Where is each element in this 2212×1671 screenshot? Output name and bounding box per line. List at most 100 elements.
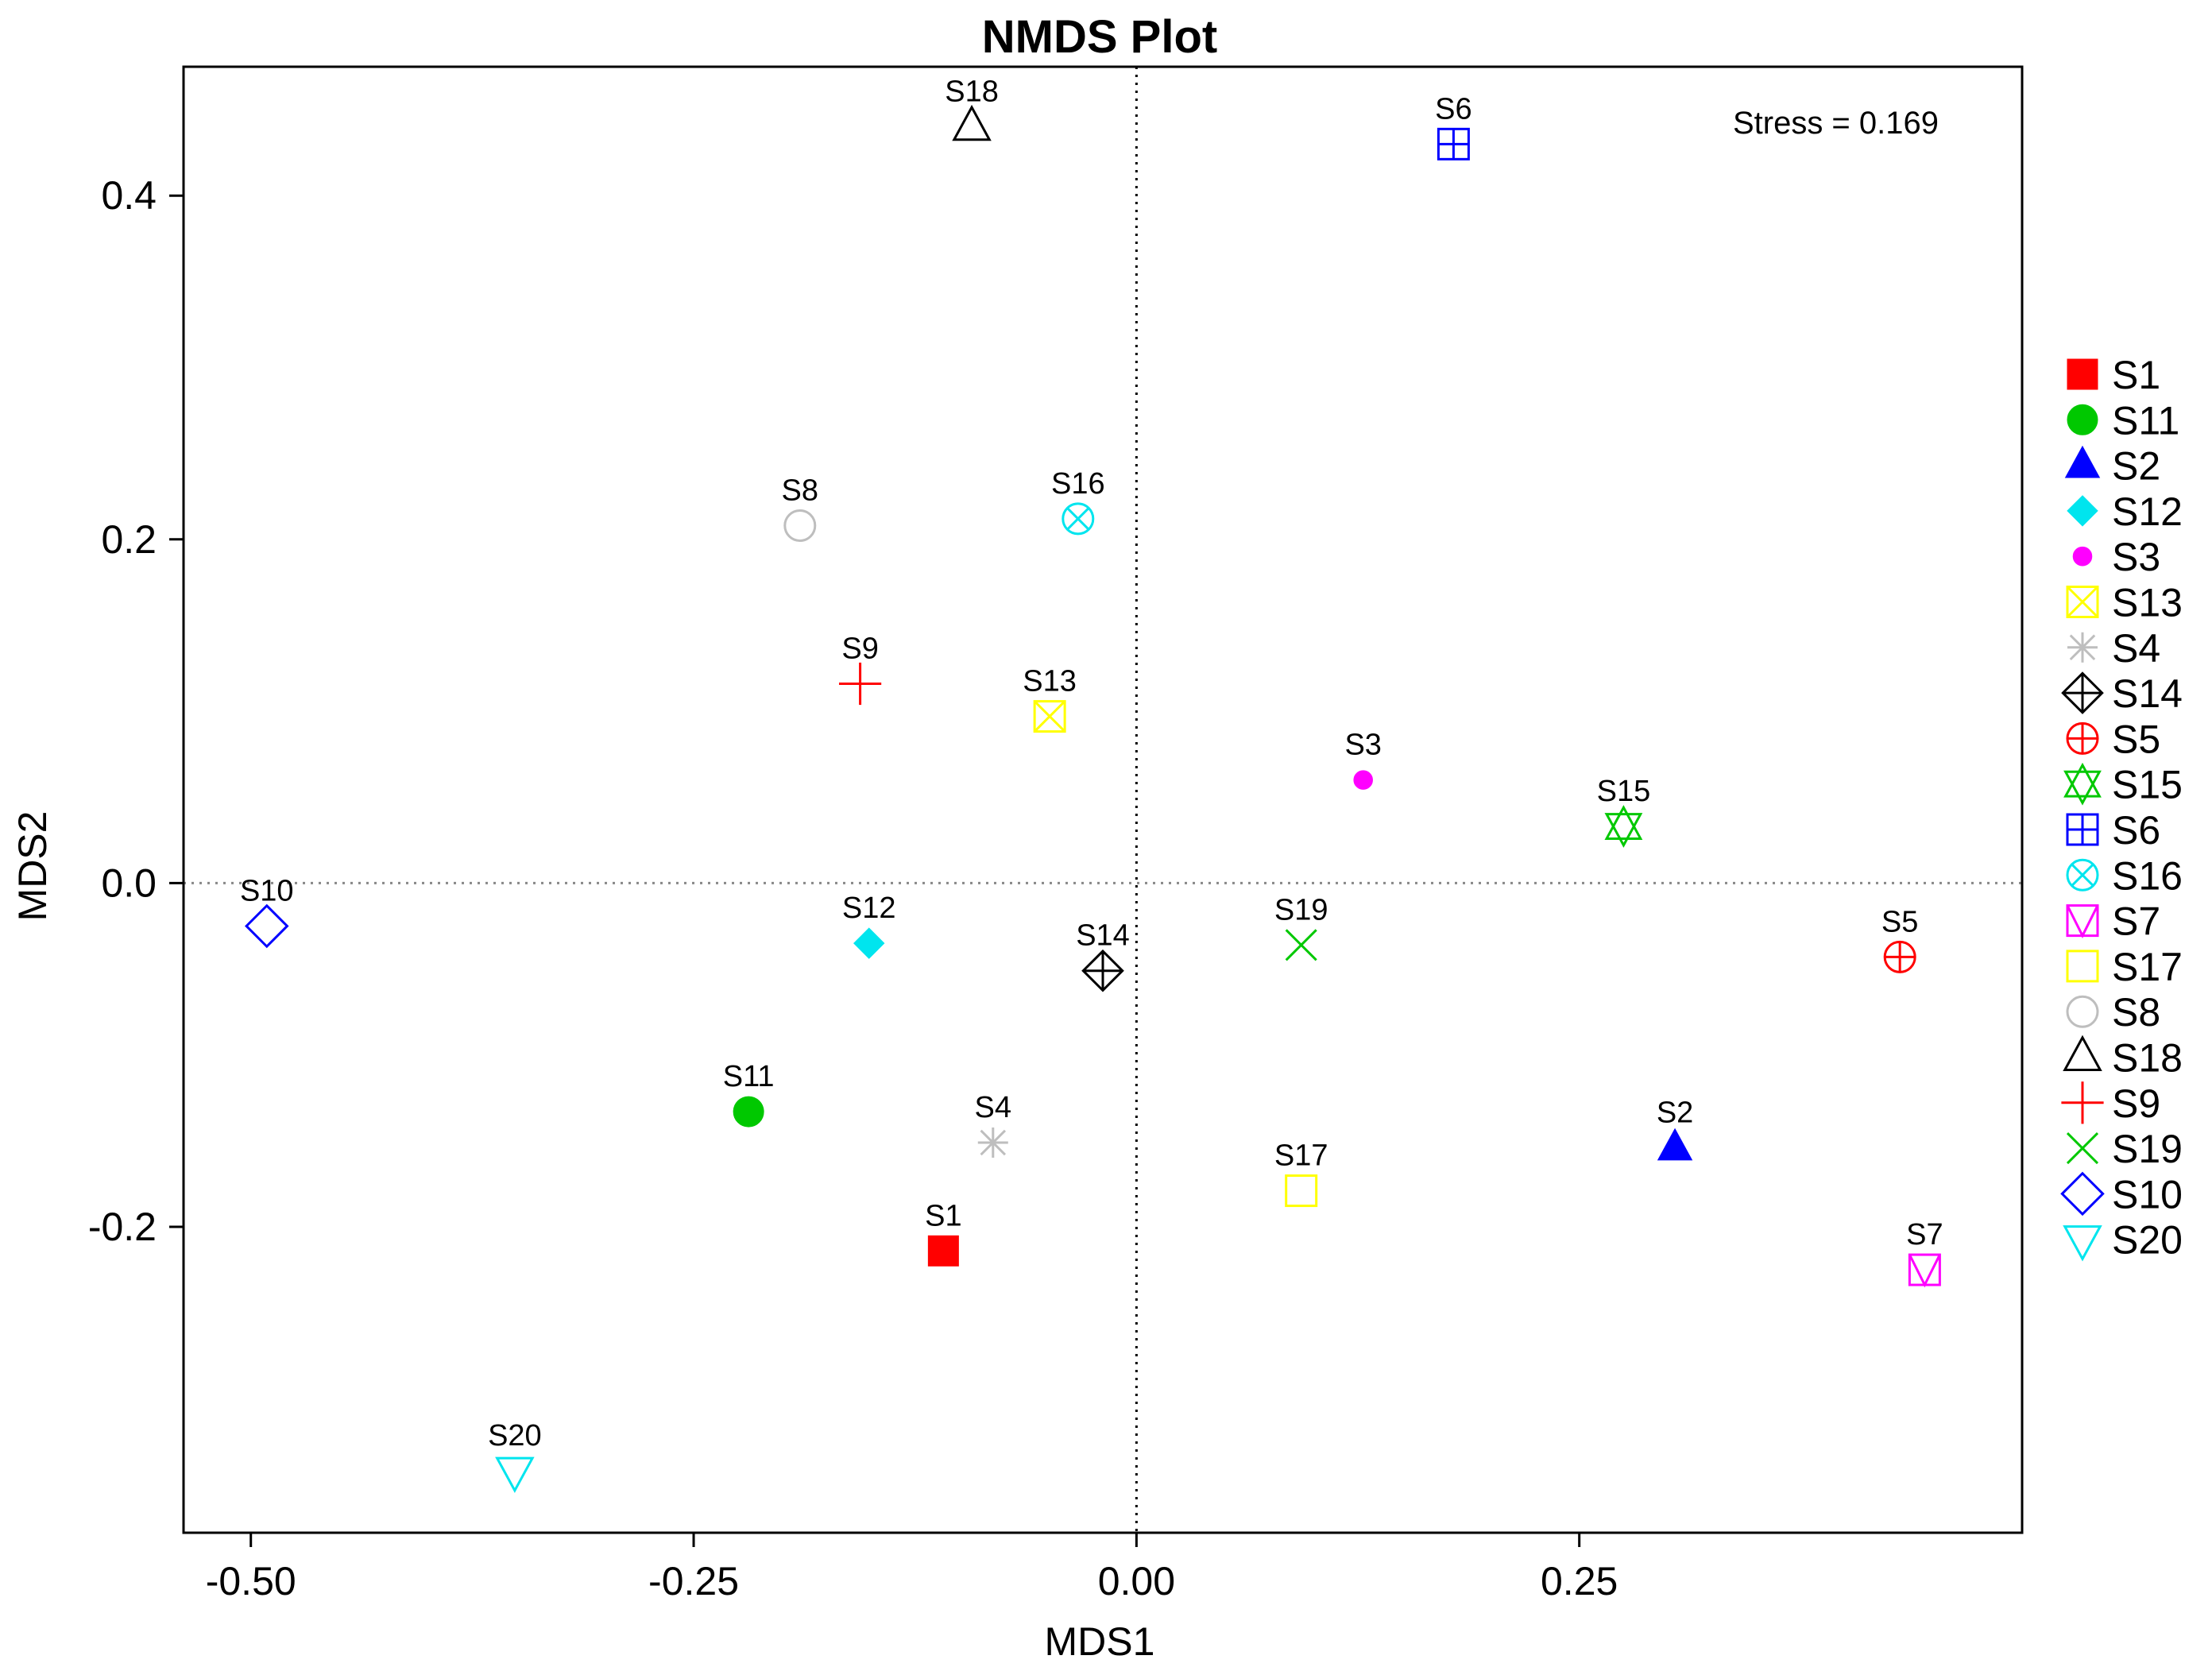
marker-triangle-down	[2063, 1225, 2102, 1262]
marker-circle	[783, 509, 817, 543]
point-label: S16	[1051, 467, 1105, 501]
point-label: S4	[975, 1091, 1011, 1124]
point-label: S7	[1906, 1218, 1943, 1251]
point-label: S19	[1274, 893, 1328, 926]
marker-diamond-filled	[2067, 495, 2098, 527]
y-tick-label: 0.0	[101, 861, 157, 905]
marker-cross	[2066, 1132, 2099, 1165]
marker-diamond-plus	[1081, 949, 1124, 992]
data-point-S8: S8	[782, 474, 818, 543]
point-label: S1	[925, 1199, 961, 1232]
data-point-S10: S10	[240, 874, 294, 949]
marker-plus	[838, 662, 882, 706]
legend-label: S6	[2112, 808, 2160, 853]
marker-triangle-down	[495, 1456, 535, 1493]
legend-label: S11	[2112, 398, 2179, 443]
marker-square	[1285, 1174, 1318, 1208]
x-tick-label: 0.00	[1098, 1559, 1175, 1603]
marker-square-plus	[1437, 127, 1470, 161]
marker-asterisk	[977, 1128, 1008, 1158]
marker-asterisk	[2067, 632, 2098, 663]
legend-label: S18	[2112, 1036, 2183, 1081]
marker-circle-x	[1062, 502, 1095, 536]
legend-label: S8	[2112, 990, 2160, 1035]
marker-circle-filled	[733, 1096, 764, 1128]
data-point-S16: S16	[1051, 467, 1105, 536]
legend-item-S20: S20	[2063, 1218, 2183, 1263]
point-label: S20	[488, 1419, 542, 1452]
marker-diamond-filled	[853, 927, 885, 959]
marker-star-of-david	[1604, 805, 1643, 848]
legend-label: S4	[2112, 626, 2160, 671]
point-label: S6	[1435, 92, 1471, 126]
data-point-S18: S18	[945, 75, 999, 141]
legend-label: S16	[2112, 853, 2183, 898]
point-label: S5	[1881, 905, 1918, 938]
marker-diamond	[2060, 1171, 2105, 1217]
legend-item-S5: S5	[2066, 717, 2160, 761]
legend-item-S7: S7	[2066, 899, 2160, 944]
point-label: S8	[782, 474, 818, 508]
marker-circle	[2066, 995, 2099, 1028]
marker-triangle-filled	[1657, 1128, 1693, 1161]
legend-label: S10	[2112, 1172, 2183, 1217]
legend-label: S2	[2112, 444, 2160, 489]
x-axis-label: MDS1	[1045, 1619, 1155, 1664]
legend-label: S15	[2112, 763, 2183, 807]
legend-label: S13	[2112, 581, 2183, 625]
data-point-S11: S11	[723, 1060, 775, 1128]
y-tick-label: -0.2	[88, 1205, 157, 1249]
data-point-S5: S5	[1881, 905, 1918, 973]
marker-square-x	[1033, 700, 1066, 733]
point-label: S9	[841, 632, 878, 666]
marker-square-triangle	[2066, 904, 2099, 938]
legend-item-S9: S9	[2061, 1081, 2160, 1126]
x-tick-label: -0.50	[206, 1559, 296, 1603]
marker-diamond	[245, 903, 289, 949]
marker-square-filled	[927, 1235, 959, 1267]
marker-triangle	[952, 104, 992, 141]
marker-dot-filled	[2072, 546, 2093, 567]
x-tick-label: 0.25	[1541, 1559, 1618, 1603]
plot-frame	[182, 65, 2024, 1534]
legend-item-S12: S12	[2067, 489, 2183, 534]
legend-label: S19	[2112, 1127, 2183, 1171]
data-point-S4: S4	[975, 1091, 1011, 1158]
data-point-S2: S2	[1657, 1096, 1693, 1161]
point-label: S10	[240, 874, 294, 907]
legend-label: S20	[2112, 1218, 2183, 1263]
legend-item-S17: S17	[2066, 945, 2183, 989]
point-label: S15	[1597, 775, 1651, 808]
point-label: S13	[1023, 665, 1077, 698]
legend-item-S1: S1	[2067, 353, 2160, 397]
point-label: S18	[945, 75, 999, 109]
legend-label: S17	[2112, 945, 2183, 989]
y-axis-label: MDS2	[10, 811, 55, 922]
stress-annotation: Stress = 0.169	[1733, 106, 1939, 141]
data-point-S9: S9	[838, 632, 882, 706]
marker-square	[2066, 950, 2099, 983]
legend-item-S3: S3	[2072, 535, 2160, 579]
marker-star-of-david	[2063, 762, 2102, 806]
data-point-S19: S19	[1274, 893, 1328, 961]
marker-circle-x	[2066, 858, 2099, 892]
point-label: S3	[1344, 729, 1381, 762]
legend-item-S15: S15	[2063, 762, 2183, 807]
y-tick-label: 0.2	[101, 517, 157, 562]
legend-item-S4: S4	[2067, 626, 2160, 671]
marker-cross	[1285, 929, 1317, 961]
legend-item-S11: S11	[2067, 398, 2179, 443]
legend-label: S5	[2112, 717, 2160, 761]
marker-square-plus	[2066, 813, 2099, 846]
legend-item-S18: S18	[2063, 1035, 2183, 1081]
point-label: S11	[723, 1060, 775, 1093]
legend-label: S14	[2112, 671, 2183, 716]
legend-label: S9	[2112, 1081, 2160, 1126]
marker-plus	[2061, 1081, 2104, 1124]
legend-item-S8: S8	[2066, 990, 2160, 1035]
legend-item-S14: S14	[2061, 671, 2183, 716]
legend-label: S7	[2112, 899, 2160, 944]
legend-item-S2: S2	[2064, 444, 2160, 489]
marker-diamond-plus	[2061, 671, 2104, 714]
